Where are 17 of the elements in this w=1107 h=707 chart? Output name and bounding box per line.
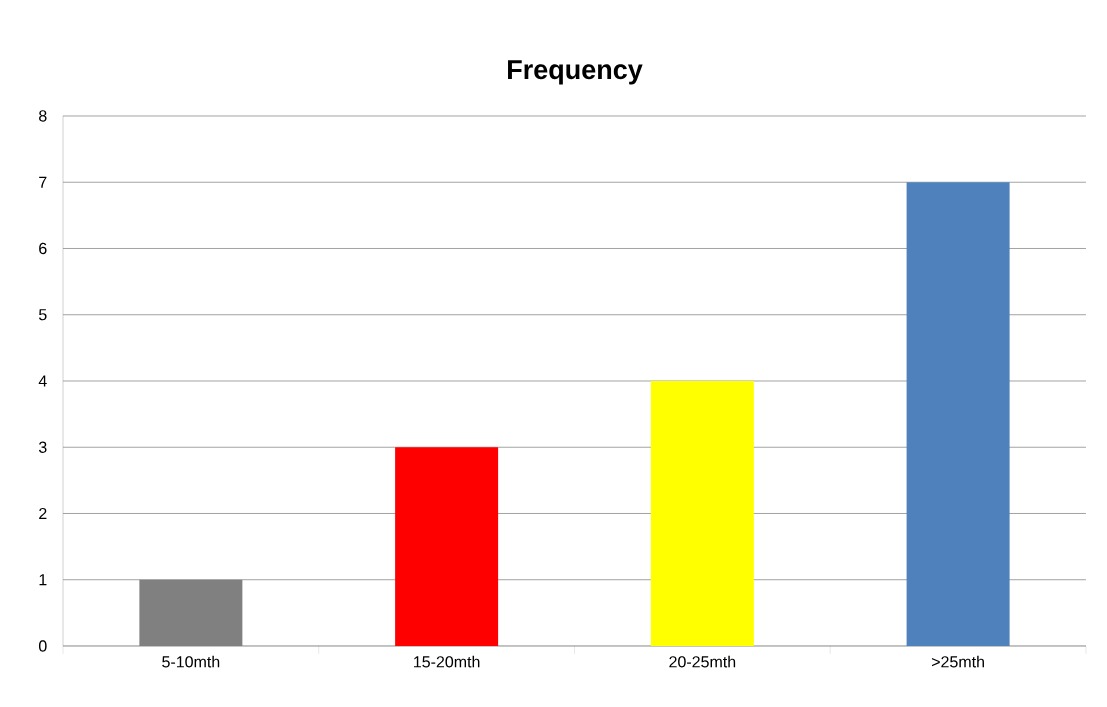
y-tick-label: 3 [38,441,47,453]
bar [650,380,754,646]
y-tick-label: 8 [39,110,47,122]
y-tick-label: 0 [38,640,47,652]
x-tick-label: >25mth [931,655,984,668]
bar [395,447,499,646]
x-tick-label: 20-25mth [669,655,736,668]
chart-title: Frequency [508,60,643,85]
bar [906,182,1010,646]
x-tick-label: 15-20mth [414,655,480,668]
y-tick-label: 1 [39,574,47,586]
y-tick-label: 5 [38,309,47,321]
x-tick-label: 5-10mth [162,655,220,668]
y-tick-label: 2 [39,507,47,520]
y-tick-label: 7 [39,176,47,188]
y-tick-label: 4 [38,375,47,387]
y-tick-label: 6 [39,242,47,255]
